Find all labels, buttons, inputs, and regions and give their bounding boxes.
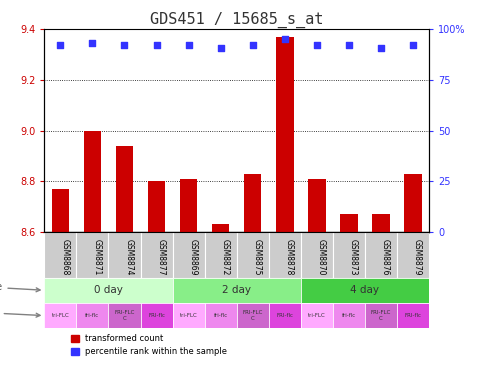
Text: GSM8871: GSM8871 — [93, 239, 102, 275]
FancyBboxPatch shape — [205, 303, 237, 328]
Text: fri-flc: fri-flc — [342, 313, 356, 318]
Text: FRI-flc: FRI-flc — [404, 313, 422, 318]
Bar — [244, 174, 261, 232]
Point — [217, 45, 225, 51]
Text: FRI-FLC
C: FRI-FLC C — [371, 310, 391, 321]
Text: GSM8870: GSM8870 — [317, 239, 326, 275]
Point — [89, 41, 97, 46]
Text: GSM8879: GSM8879 — [413, 239, 422, 275]
FancyBboxPatch shape — [173, 303, 205, 328]
Bar — [84, 131, 101, 232]
FancyBboxPatch shape — [397, 232, 429, 277]
Text: GSM8874: GSM8874 — [124, 239, 134, 275]
Text: GSM8875: GSM8875 — [253, 239, 262, 275]
FancyBboxPatch shape — [301, 277, 429, 303]
FancyBboxPatch shape — [141, 303, 173, 328]
Point — [249, 42, 257, 48]
Point — [281, 37, 288, 42]
Text: FRI-flc: FRI-flc — [276, 313, 293, 318]
Bar — [212, 224, 229, 232]
Bar — [372, 214, 389, 232]
Point — [120, 42, 128, 48]
FancyBboxPatch shape — [301, 232, 333, 277]
Text: strain: strain — [0, 307, 40, 318]
FancyBboxPatch shape — [108, 232, 141, 277]
Text: FRI-FLC
C: FRI-FLC C — [114, 310, 135, 321]
Text: fri-flc: fri-flc — [213, 313, 228, 318]
Legend: transformed count, percentile rank within the sample: transformed count, percentile rank withi… — [68, 331, 231, 360]
Text: FRI-FLC
C: FRI-FLC C — [243, 310, 263, 321]
Bar — [308, 179, 325, 232]
Title: GDS451 / 15685_s_at: GDS451 / 15685_s_at — [150, 12, 323, 28]
Text: tri-FLC: tri-FLC — [179, 313, 198, 318]
FancyBboxPatch shape — [365, 303, 397, 328]
Text: GSM8877: GSM8877 — [157, 239, 166, 275]
Point — [409, 42, 417, 48]
Text: tri-FLC: tri-FLC — [308, 313, 326, 318]
Text: GSM8869: GSM8869 — [188, 239, 198, 275]
FancyBboxPatch shape — [269, 303, 301, 328]
Bar — [116, 146, 133, 232]
Text: tri-FLC: tri-FLC — [51, 313, 70, 318]
Text: FRI-flc: FRI-flc — [148, 313, 165, 318]
FancyBboxPatch shape — [108, 303, 141, 328]
FancyBboxPatch shape — [269, 232, 301, 277]
FancyBboxPatch shape — [365, 232, 397, 277]
Point — [377, 45, 385, 51]
FancyBboxPatch shape — [76, 232, 108, 277]
Text: GSM8872: GSM8872 — [221, 239, 230, 275]
Text: 2 day: 2 day — [222, 285, 251, 295]
FancyBboxPatch shape — [397, 303, 429, 328]
Point — [313, 42, 320, 48]
FancyBboxPatch shape — [301, 303, 333, 328]
FancyBboxPatch shape — [44, 303, 76, 328]
FancyBboxPatch shape — [333, 303, 365, 328]
Bar — [276, 37, 293, 232]
Point — [345, 42, 353, 48]
Bar — [52, 189, 69, 232]
FancyBboxPatch shape — [173, 232, 205, 277]
Text: fri-flc: fri-flc — [85, 313, 100, 318]
Point — [153, 42, 161, 48]
Text: GSM8876: GSM8876 — [381, 239, 390, 275]
Bar — [148, 181, 165, 232]
Point — [184, 42, 192, 48]
FancyBboxPatch shape — [237, 232, 269, 277]
Bar — [340, 214, 357, 232]
FancyBboxPatch shape — [237, 303, 269, 328]
Bar — [180, 179, 197, 232]
Bar — [404, 174, 422, 232]
FancyBboxPatch shape — [205, 232, 237, 277]
Text: GSM8878: GSM8878 — [284, 239, 294, 275]
FancyBboxPatch shape — [44, 277, 173, 303]
Text: 4 day: 4 day — [351, 285, 379, 295]
Text: 0 day: 0 day — [94, 285, 123, 295]
Text: time: time — [0, 282, 40, 292]
Point — [56, 42, 64, 48]
Text: GSM8868: GSM8868 — [60, 239, 70, 275]
FancyBboxPatch shape — [141, 232, 173, 277]
FancyBboxPatch shape — [76, 303, 108, 328]
FancyBboxPatch shape — [173, 277, 301, 303]
Text: GSM8873: GSM8873 — [349, 239, 358, 275]
FancyBboxPatch shape — [44, 232, 76, 277]
FancyBboxPatch shape — [333, 232, 365, 277]
